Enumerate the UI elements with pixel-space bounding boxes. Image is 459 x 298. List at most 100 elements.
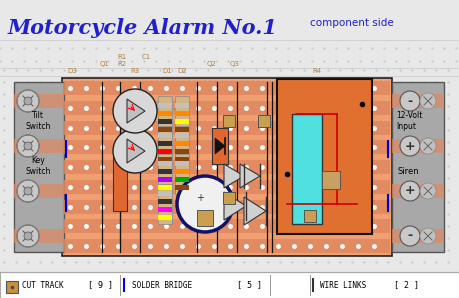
Bar [157,111,172,116]
Bar [64,101,389,115]
Circle shape [24,187,32,195]
Bar [14,82,64,252]
Text: R4: R4 [311,68,320,74]
Circle shape [113,129,157,173]
Bar [174,157,189,162]
Bar [64,219,389,233]
Text: D2: D2 [177,68,186,74]
Bar [14,94,64,108]
Bar [157,199,172,204]
Polygon shape [127,99,145,123]
Bar [14,229,64,243]
Bar [174,96,189,136]
Text: 12-Volt
Input: 12-Volt Input [395,111,421,131]
Bar [391,184,443,198]
Bar [174,133,189,138]
Bar [223,192,235,204]
Text: +: + [404,139,414,153]
Circle shape [399,91,419,111]
Text: component side: component side [309,18,393,28]
Bar [14,184,64,198]
Bar [157,207,172,212]
Bar [157,154,172,194]
Text: Siren: Siren [397,167,419,176]
Bar [303,210,315,222]
Bar [64,120,389,134]
Bar [257,115,269,127]
Text: [ 9 ]: [ 9 ] [88,280,113,289]
Bar [14,139,64,153]
Bar [157,119,172,124]
Circle shape [17,225,39,247]
Text: +: + [404,184,414,198]
Text: Q1: Q1 [100,61,110,67]
Bar [6,281,18,293]
Text: Motorcycle Alarm No.1: Motorcycle Alarm No.1 [8,18,277,38]
Bar [391,139,443,153]
Bar [174,185,189,190]
Bar [157,177,172,182]
Text: D1: D1 [162,68,171,74]
Bar [157,161,172,166]
Circle shape [399,226,419,246]
Bar [276,79,371,234]
Bar [113,156,127,211]
Bar [391,229,443,243]
Bar [174,177,189,182]
Text: Q2: Q2 [207,61,216,67]
Bar [64,239,389,253]
Circle shape [419,93,435,109]
Polygon shape [224,164,243,188]
Text: SOLDER BRIDGE: SOLDER BRIDGE [132,280,192,289]
Circle shape [17,135,39,157]
Circle shape [399,136,419,156]
Bar [157,126,172,166]
Bar [391,82,443,252]
Bar [174,141,189,146]
Circle shape [419,183,435,199]
Text: R2: R2 [117,61,126,67]
Text: Q3: Q3 [230,61,239,67]
Polygon shape [224,192,246,220]
Bar [157,157,172,162]
Bar [157,169,172,174]
Polygon shape [214,138,224,154]
Text: [ 5 ]: [ 5 ] [236,280,262,289]
Bar [157,149,172,154]
Bar [157,185,172,190]
Bar [157,103,172,108]
Circle shape [177,176,233,232]
Text: D3: D3 [67,68,77,74]
Bar [0,272,459,298]
Bar [321,171,339,189]
Bar [157,141,172,146]
Bar [157,133,172,138]
Polygon shape [243,197,265,225]
Bar [64,180,389,194]
Bar [174,111,189,116]
Bar [212,128,228,164]
Bar [157,96,172,136]
Text: R1: R1 [117,54,126,60]
Text: CUT TRACK: CUT TRACK [22,280,63,289]
Text: R3: R3 [130,68,139,74]
Circle shape [24,142,32,150]
Circle shape [419,138,435,154]
Text: Key
Switch: Key Switch [25,156,50,176]
Bar [391,94,443,108]
Bar [157,127,172,132]
Text: WIRE LINKS: WIRE LINKS [319,280,365,289]
Bar [174,103,189,108]
Text: C1: C1 [142,54,151,60]
Circle shape [113,89,157,133]
Bar [291,114,321,224]
Text: -: - [407,229,412,243]
Bar [174,154,189,194]
Text: [ 2 ]: [ 2 ] [393,280,418,289]
Polygon shape [127,139,145,163]
Circle shape [24,97,32,105]
Circle shape [399,181,419,201]
Bar [64,140,389,154]
Text: Tilt
Switch: Tilt Switch [25,111,50,131]
Bar [223,115,235,127]
